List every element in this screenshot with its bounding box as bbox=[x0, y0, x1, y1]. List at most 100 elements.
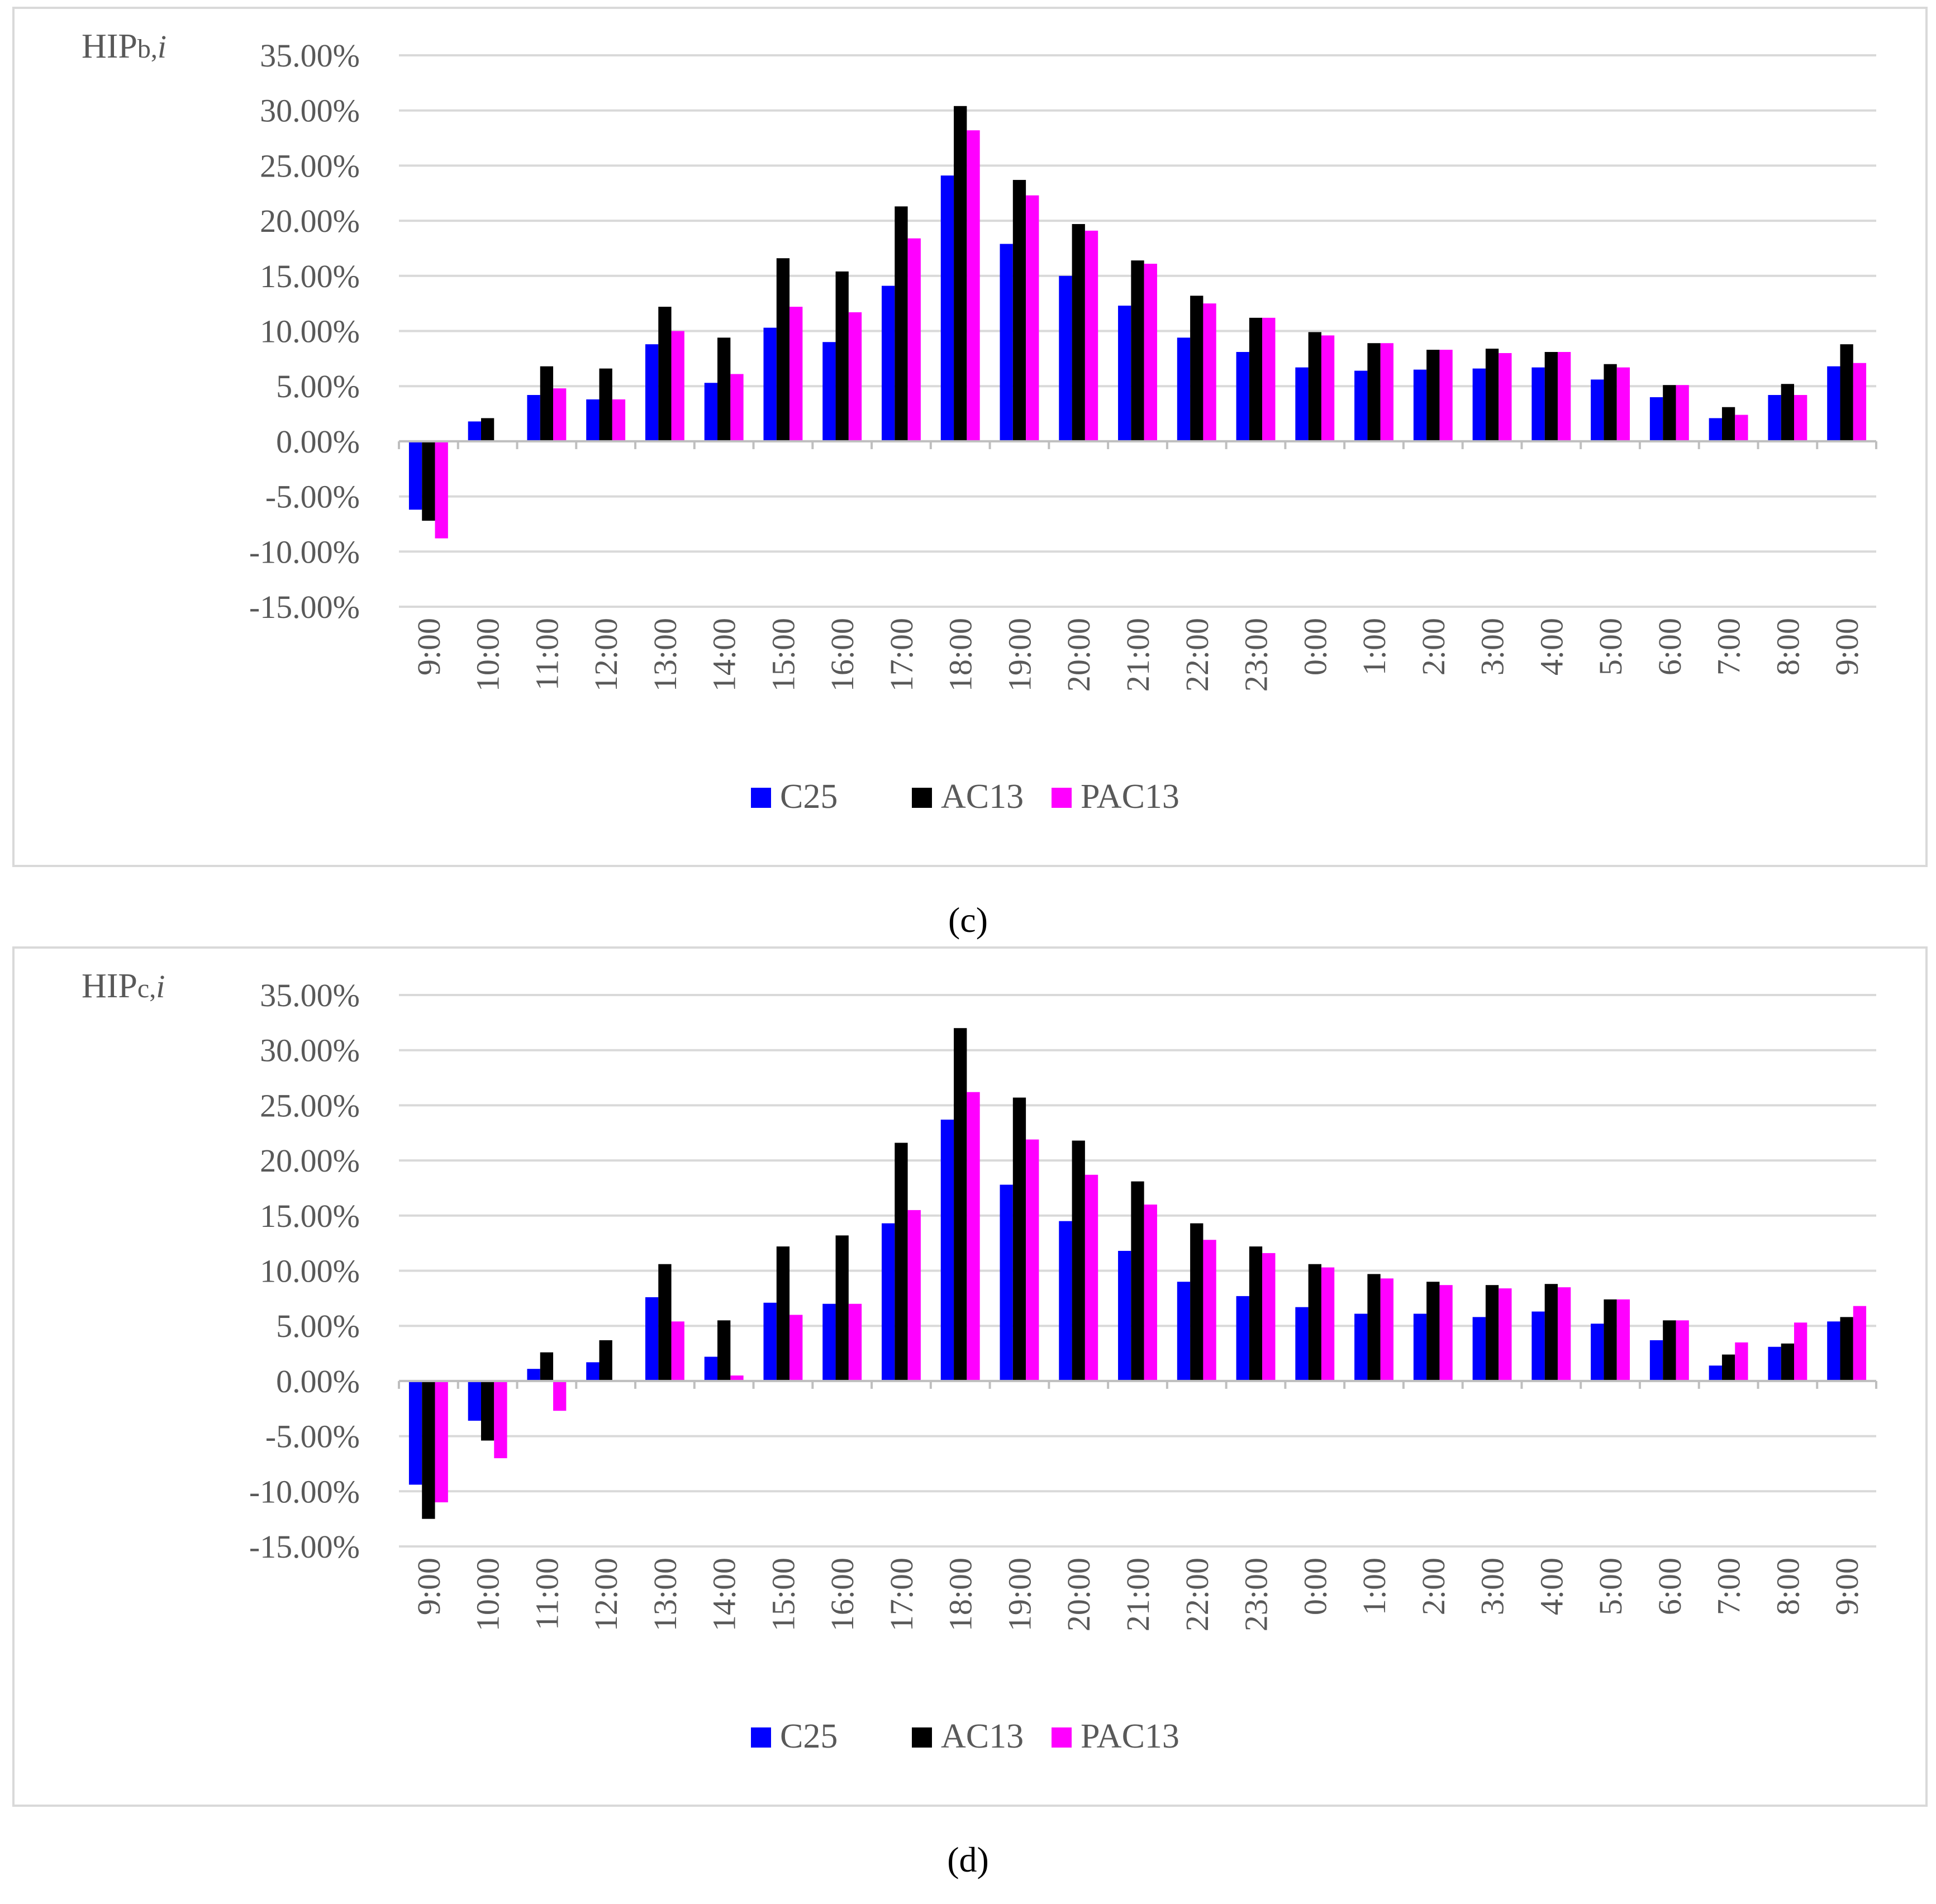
bar-c25 bbox=[468, 421, 481, 441]
bar-pac13 bbox=[553, 1381, 567, 1411]
legend-label-ac13: AC13 bbox=[941, 1717, 1024, 1755]
bar-ac13 bbox=[1131, 260, 1144, 441]
bar-ac13 bbox=[776, 1246, 790, 1381]
legend-swatch-ac13 bbox=[912, 788, 932, 808]
bar-c25 bbox=[1000, 244, 1013, 441]
bar-c25 bbox=[468, 1381, 481, 1421]
bar-c25 bbox=[1354, 370, 1368, 441]
bar-pac13 bbox=[1439, 1285, 1453, 1381]
bar-ac13 bbox=[1426, 350, 1440, 441]
bar-c25 bbox=[704, 1356, 718, 1381]
bar-ac13 bbox=[1367, 343, 1381, 441]
bar-pac13 bbox=[671, 1321, 684, 1381]
y-tick-label: 10.00% bbox=[260, 1253, 360, 1289]
bar-c25 bbox=[822, 342, 836, 441]
bar-ac13 bbox=[835, 1235, 849, 1381]
bar-c25 bbox=[1768, 394, 1781, 441]
bar-ac13 bbox=[1544, 352, 1558, 441]
bar-pac13 bbox=[1262, 317, 1276, 441]
bar-ac13 bbox=[895, 1143, 908, 1381]
bar-pac13 bbox=[789, 307, 803, 441]
y-tick-label: 25.00% bbox=[260, 147, 360, 184]
bar-ac13 bbox=[1072, 224, 1085, 441]
x-tick-label: 20:00 bbox=[1060, 1558, 1097, 1631]
x-tick-label: 18:00 bbox=[943, 618, 979, 692]
bar-c25 bbox=[882, 1223, 895, 1381]
x-tick-label: 4:00 bbox=[1533, 618, 1569, 675]
bar-ac13 bbox=[599, 368, 612, 441]
bar-pac13 bbox=[1203, 1240, 1216, 1381]
bar-c25 bbox=[1531, 367, 1545, 441]
bar-c25 bbox=[1649, 397, 1663, 441]
x-tick-label: 2:00 bbox=[1415, 1558, 1452, 1615]
bar-ac13 bbox=[1131, 1181, 1144, 1381]
bar-c25 bbox=[1295, 1307, 1309, 1381]
x-tick-label: 0:00 bbox=[1297, 1558, 1333, 1615]
y-axis-label: HIPc,i bbox=[82, 967, 165, 1005]
x-tick-label: 6:00 bbox=[1652, 1558, 1688, 1615]
bar-ac13 bbox=[1426, 1282, 1440, 1381]
x-tick-label: 8:00 bbox=[1769, 1558, 1806, 1615]
bar-c25 bbox=[1591, 1324, 1604, 1381]
legend-swatch-c25 bbox=[751, 1727, 771, 1748]
bar-pac13 bbox=[907, 1210, 921, 1381]
x-tick-label: 12:00 bbox=[588, 1558, 624, 1631]
x-tick-label: 9:00 bbox=[411, 1558, 447, 1615]
bar-c25 bbox=[1413, 369, 1427, 441]
y-tick-label: -5.00% bbox=[265, 479, 360, 515]
legend-label-c25: C25 bbox=[780, 778, 838, 816]
bar-pac13 bbox=[1262, 1253, 1276, 1381]
bar-ac13 bbox=[1485, 1285, 1499, 1381]
y-tick-label: 20.00% bbox=[260, 1143, 360, 1179]
bar-pac13 bbox=[1499, 1288, 1512, 1381]
x-tick-label: 7:00 bbox=[1711, 618, 1747, 675]
bar-ac13 bbox=[1604, 364, 1617, 441]
y-tick-label: -5.00% bbox=[265, 1419, 360, 1455]
x-tick-label: 23:00 bbox=[1238, 1558, 1274, 1631]
bar-c25 bbox=[645, 344, 659, 441]
legend-swatch-pac13 bbox=[1052, 788, 1072, 808]
bar-pac13 bbox=[435, 1381, 448, 1503]
bar-pac13 bbox=[1794, 394, 1807, 441]
bar-pac13 bbox=[1439, 350, 1453, 441]
bar-ac13 bbox=[1840, 344, 1853, 441]
y-tick-label: 30.00% bbox=[260, 93, 360, 129]
x-tick-label: 22:00 bbox=[1179, 1558, 1215, 1631]
bar-chart-d: 35.00% 30.00% 25.00% 20.00% 15.00% 10.00% 5.00… bbox=[82, 967, 1877, 1755]
bar-ac13 bbox=[835, 271, 849, 441]
x-tick-label: 22:00 bbox=[1179, 618, 1215, 692]
x-tick-label: 2:00 bbox=[1415, 618, 1452, 675]
x-tick-label: 5:00 bbox=[1592, 618, 1629, 675]
x-tick-label: 17:00 bbox=[883, 1558, 920, 1631]
bar-ac13 bbox=[481, 418, 494, 441]
bar-c25 bbox=[1236, 1296, 1249, 1381]
bar-ac13 bbox=[954, 106, 967, 441]
bar-ac13 bbox=[1012, 1097, 1026, 1381]
bar-ac13 bbox=[1249, 317, 1263, 441]
bar-c25 bbox=[527, 1369, 540, 1381]
bar-c25 bbox=[1059, 275, 1072, 441]
bar-c25 bbox=[408, 1381, 422, 1485]
x-tick-label: 4:00 bbox=[1533, 1558, 1569, 1615]
bar-ac13 bbox=[1485, 349, 1499, 441]
chart-panel-c: 35.00% 30.00% 25.00% 20.00% 15.00% 10.00% 5.00… bbox=[12, 7, 1928, 867]
x-tick-label: 21:00 bbox=[1120, 618, 1156, 692]
y-tick-label: 5.00% bbox=[276, 368, 360, 404]
bar-pac13 bbox=[1084, 230, 1098, 441]
bar-c25 bbox=[763, 1302, 777, 1381]
bar-pac13 bbox=[1794, 1322, 1807, 1381]
bar-pac13 bbox=[1735, 415, 1748, 441]
bar-pac13 bbox=[1735, 1342, 1748, 1381]
bar-ac13 bbox=[1308, 1264, 1321, 1381]
bar-c25 bbox=[408, 441, 422, 510]
x-tick-label: 21:00 bbox=[1120, 1558, 1156, 1631]
bar-pac13 bbox=[967, 130, 980, 441]
bar-ac13 bbox=[422, 1381, 435, 1519]
bar-pac13 bbox=[730, 1375, 744, 1381]
legend-label-ac13: AC13 bbox=[941, 778, 1024, 816]
bar-c25 bbox=[763, 327, 777, 441]
bar-pac13 bbox=[848, 312, 862, 441]
x-tick-label: 3:00 bbox=[1474, 1558, 1511, 1615]
bar-pac13 bbox=[1321, 335, 1335, 441]
bar-ac13 bbox=[481, 1381, 494, 1441]
